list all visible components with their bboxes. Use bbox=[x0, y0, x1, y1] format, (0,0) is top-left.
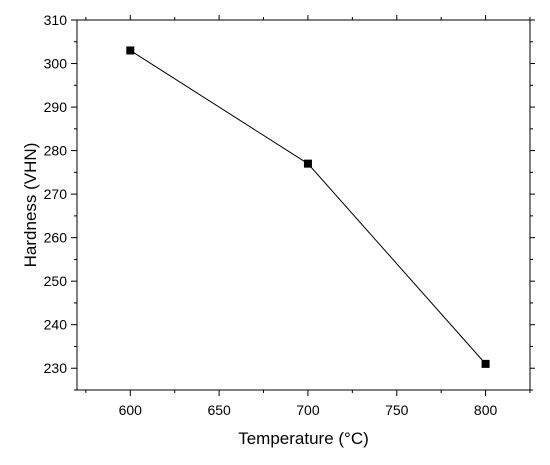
axis-ticks bbox=[71, 15, 535, 396]
plot-frame-box bbox=[76, 19, 531, 391]
y-tick-label: 300 bbox=[44, 56, 68, 72]
x-tick-label: 650 bbox=[207, 402, 231, 418]
x-tick-label: 600 bbox=[119, 402, 143, 418]
x-tick-label: 800 bbox=[474, 402, 498, 418]
data-point-marker bbox=[303, 159, 312, 168]
series-lines bbox=[130, 50, 486, 365]
series-line bbox=[130, 50, 486, 365]
x-tick-label: 700 bbox=[296, 402, 320, 418]
y-tick-label: 260 bbox=[44, 230, 68, 246]
plot-frame bbox=[76, 19, 531, 391]
y-tick-label: 280 bbox=[44, 143, 68, 159]
y-tick-label: 290 bbox=[44, 99, 68, 115]
x-axis-title: Temperature (°C) bbox=[238, 429, 369, 448]
y-axis-title: Hardness (VHN) bbox=[21, 143, 40, 268]
tick-labels: 600 650 700 750 800 230 240 250 260 270 280 290 300 3… bbox=[44, 12, 498, 418]
y-tick-label: 250 bbox=[44, 273, 68, 289]
y-tick-label: 230 bbox=[44, 360, 68, 376]
y-tick-label: 310 bbox=[44, 12, 68, 28]
x-tick-label: 750 bbox=[385, 402, 409, 418]
y-tick-label: 270 bbox=[44, 186, 68, 202]
data-point-marker bbox=[126, 46, 135, 55]
series-markers bbox=[126, 46, 490, 368]
y-tick-label: 240 bbox=[44, 317, 68, 333]
data-point-marker bbox=[481, 359, 490, 368]
